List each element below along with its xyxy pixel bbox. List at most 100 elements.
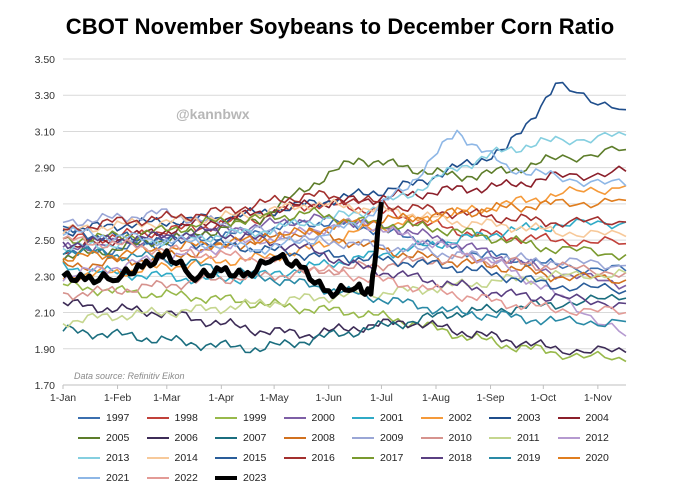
legend-item-2005: 2005 — [78, 432, 129, 444]
legend-label: 2014 — [174, 452, 198, 464]
legend-label: 2009 — [380, 432, 404, 444]
legend-swatch — [78, 417, 100, 419]
legend-item-2000: 2000 — [283, 412, 335, 424]
series-line-2003 — [62, 81, 627, 237]
legend-swatch — [557, 437, 580, 439]
series-line-2007 — [62, 293, 627, 354]
legend-item-2007: 2007 — [215, 432, 266, 444]
legend-swatch — [215, 417, 237, 419]
x-tick-label: 1-Oct — [530, 392, 556, 404]
series-line-2008 — [62, 227, 627, 285]
series-line-2019 — [62, 247, 627, 328]
legend-swatch — [215, 476, 237, 480]
legend-label: 2013 — [106, 452, 130, 464]
legend-item-2017: 2017 — [352, 452, 403, 464]
legend-swatch — [489, 457, 511, 459]
legend-item-2012: 2012 — [557, 432, 609, 444]
legend-item-2001: 2001 — [352, 412, 403, 424]
legend-label: 2022 — [174, 472, 198, 484]
x-tick-label: 1-Feb — [104, 392, 132, 404]
legend-swatch — [352, 457, 374, 459]
y-tick-label: 1.90 — [35, 344, 56, 356]
legend-swatch — [420, 417, 443, 419]
legend-label: 2008 — [311, 432, 335, 444]
legend-swatch — [215, 437, 237, 439]
y-tick-label: 3.30 — [35, 90, 56, 102]
series-line-2021 — [62, 129, 627, 255]
x-tick-label: 1-May — [260, 392, 290, 404]
legend-swatch — [78, 477, 100, 479]
series-line-2016 — [62, 189, 627, 234]
legend-swatch — [215, 457, 237, 459]
legend-label: 2002 — [448, 412, 472, 424]
legend-item-2002: 2002 — [420, 412, 472, 424]
legend-label: 2003 — [517, 412, 541, 424]
legend-swatch — [489, 437, 511, 439]
legend-item-2019: 2019 — [489, 452, 540, 464]
y-tick-label: 2.30 — [35, 271, 56, 283]
legend-item-2015: 2015 — [215, 452, 266, 464]
legend-item-2004: 2004 — [557, 412, 609, 424]
legend-item-2018: 2018 — [420, 452, 472, 464]
legend-label: 2018 — [448, 452, 472, 464]
series-line-2013 — [62, 131, 627, 253]
watermark-text: @kannbwx — [176, 106, 250, 122]
x-tick-label: 1-Apr — [209, 392, 235, 404]
legend-label: 2006 — [174, 432, 198, 444]
legend-item-1997: 1997 — [78, 412, 129, 424]
legend-label: 2015 — [243, 452, 267, 464]
legend-swatch — [78, 437, 100, 439]
x-tick-label: 1-Jun — [316, 392, 342, 404]
legend-swatch — [557, 417, 580, 419]
series-line-2006 — [62, 298, 627, 356]
legend-label: 2017 — [380, 452, 404, 464]
legend-label: 2000 — [311, 412, 335, 424]
legend-item-1998: 1998 — [146, 412, 198, 424]
legend-label: 2019 — [517, 452, 541, 464]
legend-label: 2011 — [517, 432, 540, 444]
legend-label: 1997 — [106, 412, 130, 424]
y-tick-label: 2.90 — [35, 163, 56, 175]
legend-item-2023: 2023 — [215, 472, 266, 484]
series-line-2001 — [62, 218, 627, 285]
legend-item-2021: 2021 — [78, 472, 129, 484]
legend-swatch — [146, 417, 169, 419]
series-line-2005 — [62, 145, 627, 262]
legend-label: 2021 — [106, 472, 130, 484]
legend-swatch — [352, 417, 374, 419]
x-tick-label: 1-Sep — [477, 392, 505, 404]
legend-item-1999: 1999 — [215, 412, 266, 424]
legend-item-2006: 2006 — [146, 432, 198, 444]
legend-label: 2020 — [585, 452, 609, 464]
legend-label: 1998 — [174, 412, 198, 424]
series-line-2010 — [62, 252, 627, 301]
legend-swatch — [557, 457, 580, 459]
legend-label: 1999 — [243, 412, 267, 424]
legend-label: 2005 — [106, 432, 130, 444]
series-line-2020 — [62, 197, 627, 262]
series-line-2022 — [62, 235, 627, 317]
y-tick-label: 2.50 — [35, 235, 56, 247]
legend-label: 2004 — [585, 412, 609, 424]
data-source-text: Data source: Refinitiv Eikon — [74, 371, 185, 381]
series-line-2014 — [62, 198, 627, 238]
x-tick-label: 1-Mar — [153, 392, 181, 404]
legend-swatch — [78, 457, 100, 459]
legend-item-2003: 2003 — [489, 412, 540, 424]
legend-swatch — [420, 437, 443, 439]
legend-item-2014: 2014 — [146, 452, 198, 464]
legend-label: 2012 — [585, 432, 609, 444]
legend-swatch — [146, 477, 169, 479]
legend-swatch — [146, 437, 169, 439]
y-tick-label: 1.70 — [35, 380, 56, 392]
series-line-1999 — [62, 279, 627, 363]
legend-item-2009: 2009 — [352, 432, 403, 444]
x-tick-label: 1-Nov — [584, 392, 613, 404]
y-tick-label: 3.10 — [35, 126, 56, 138]
x-tick-label: 1-Jul — [370, 392, 393, 404]
legend-item-2016: 2016 — [283, 452, 335, 464]
legend-item-2011: 2011 — [489, 432, 540, 444]
series-line-2018 — [62, 225, 627, 310]
legend-item-2008: 2008 — [283, 432, 335, 444]
